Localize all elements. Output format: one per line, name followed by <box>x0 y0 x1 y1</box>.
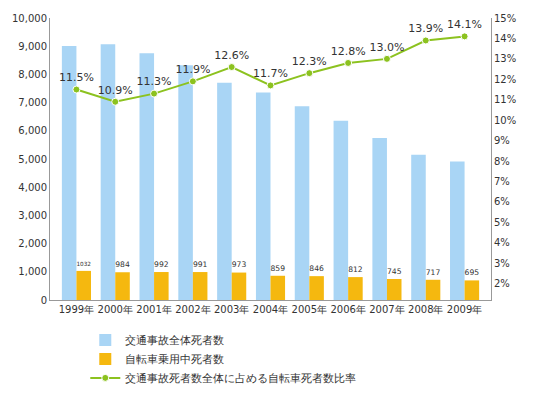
svg-text:13.9%: 13.9% <box>408 22 443 35</box>
svg-text:0: 0 <box>41 295 47 306</box>
svg-text:11%: 11% <box>494 94 516 105</box>
svg-text:2001年: 2001年 <box>136 304 171 315</box>
svg-text:15%: 15% <box>494 13 516 24</box>
svg-text:2008年: 2008年 <box>408 304 443 315</box>
svg-text:12.3%: 12.3% <box>292 55 327 68</box>
svg-text:3,000: 3,000 <box>18 210 47 221</box>
svg-text:3%: 3% <box>494 258 510 269</box>
svg-text:984: 984 <box>115 260 130 269</box>
svg-text:7%: 7% <box>494 176 510 187</box>
svg-text:695: 695 <box>465 268 480 277</box>
svg-text:4,000: 4,000 <box>18 182 47 193</box>
svg-text:7,000: 7,000 <box>18 97 47 108</box>
svg-text:2000年: 2000年 <box>98 304 133 315</box>
svg-text:1999年: 1999年 <box>59 304 94 315</box>
svg-text:8,000: 8,000 <box>18 69 47 80</box>
svg-text:5%: 5% <box>494 217 510 228</box>
svg-text:846: 846 <box>309 264 324 273</box>
svg-text:10%: 10% <box>494 115 516 126</box>
svg-text:12.8%: 12.8% <box>331 45 366 58</box>
svg-text:自転車乗用中死者数: 自転車乗用中死者数 <box>125 353 224 366</box>
svg-text:1,000: 1,000 <box>18 266 47 277</box>
svg-text:10,000: 10,000 <box>12 13 47 24</box>
svg-text:10.9%: 10.9% <box>98 84 133 97</box>
svg-text:992: 992 <box>154 260 169 269</box>
svg-text:9%: 9% <box>494 135 510 146</box>
svg-text:859: 859 <box>271 264 286 273</box>
svg-text:717: 717 <box>426 268 441 277</box>
svg-text:12%: 12% <box>494 74 516 85</box>
svg-text:11.3%: 11.3% <box>137 75 172 88</box>
svg-text:2002年: 2002年 <box>175 304 210 315</box>
svg-text:2%: 2% <box>494 278 510 289</box>
svg-text:14.1%: 14.1% <box>447 18 482 31</box>
svg-text:973: 973 <box>232 260 247 269</box>
svg-text:4%: 4% <box>494 237 510 248</box>
svg-text:5,000: 5,000 <box>18 154 47 165</box>
svg-text:13.0%: 13.0% <box>369 41 404 54</box>
svg-text:2,000: 2,000 <box>18 238 47 249</box>
svg-text:1032: 1032 <box>76 261 91 267</box>
svg-text:11.9%: 11.9% <box>175 63 210 76</box>
svg-text:9,000: 9,000 <box>18 41 47 52</box>
svg-text:11.7%: 11.7% <box>253 67 288 80</box>
svg-text:交通事故全体死者数: 交通事故全体死者数 <box>125 334 224 347</box>
svg-text:2005年: 2005年 <box>292 304 327 315</box>
svg-text:745: 745 <box>387 267 402 276</box>
svg-text:8%: 8% <box>494 156 510 167</box>
svg-text:2004年: 2004年 <box>253 304 288 315</box>
svg-text:6%: 6% <box>494 196 510 207</box>
svg-text:12.6%: 12.6% <box>214 49 249 62</box>
svg-text:2007年: 2007年 <box>369 304 404 315</box>
svg-text:交通事故死者数全体に占める自転車死者数比率: 交通事故死者数全体に占める自転車死者数比率 <box>125 372 356 385</box>
svg-text:14%: 14% <box>494 33 516 44</box>
svg-text:2009年: 2009年 <box>447 304 482 315</box>
svg-text:2006年: 2006年 <box>330 304 365 315</box>
svg-text:6,000: 6,000 <box>18 125 47 136</box>
svg-text:13%: 13% <box>494 53 516 64</box>
svg-text:991: 991 <box>193 260 208 269</box>
svg-text:812: 812 <box>348 265 363 274</box>
svg-text:11.5%: 11.5% <box>59 71 94 84</box>
svg-text:2003年: 2003年 <box>214 304 249 315</box>
